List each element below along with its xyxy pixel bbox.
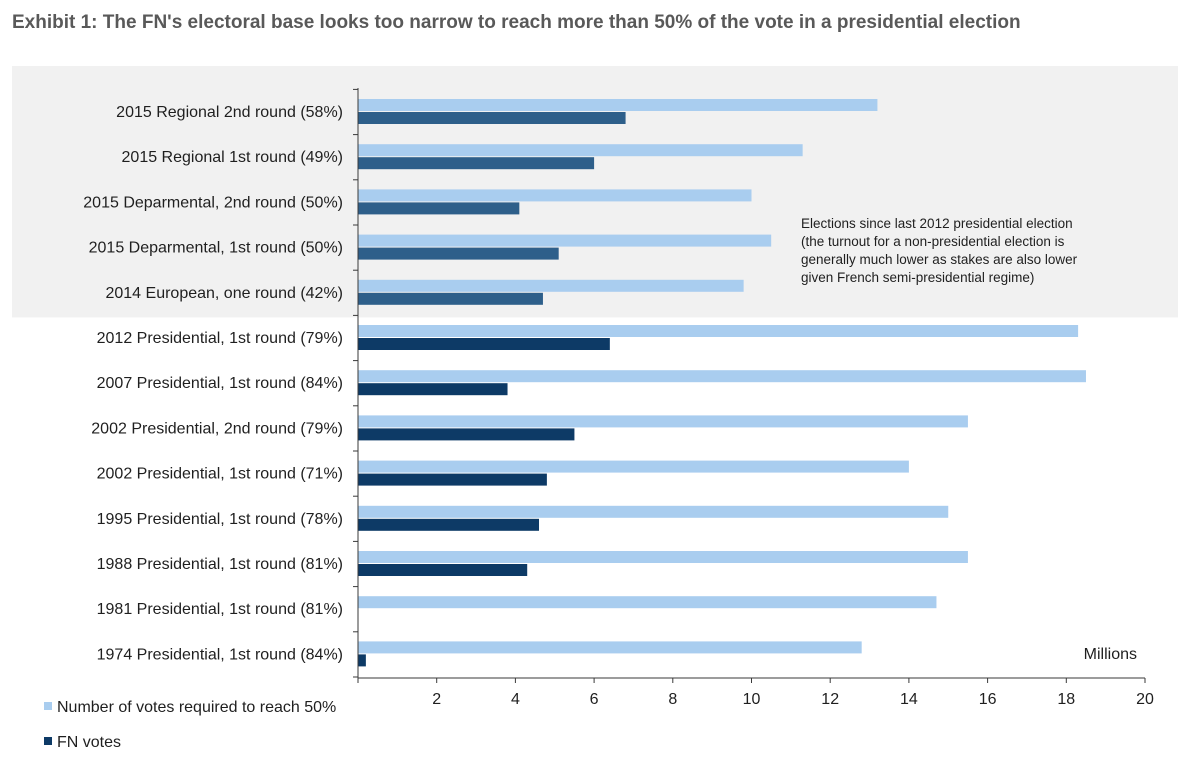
- x-tick-label: 12: [821, 691, 839, 708]
- bar-required-votes: [358, 505, 949, 518]
- bar-fn-votes: [358, 292, 543, 305]
- category-label: 1995 Presidential, 1st round (78%): [97, 511, 343, 528]
- bar-fn-votes: [358, 518, 540, 531]
- legend-swatch-fn: [44, 737, 52, 745]
- category-label: 1988 Presidential, 1st round (81%): [97, 556, 343, 573]
- category-label: 1981 Presidential, 1st round (81%): [97, 601, 343, 618]
- category-label: 2002 Presidential, 2nd round (79%): [91, 420, 343, 437]
- bar-fn-votes: [358, 338, 610, 350]
- bar-required-votes: [358, 415, 968, 428]
- category-label: 2002 Presidential, 1st round (71%): [97, 466, 343, 483]
- category-label: 2014 European, one round (42%): [105, 285, 343, 302]
- annotation-line: Elections since last 2012 presidential e…: [801, 216, 1073, 231]
- category-label: 2015 Deparmental, 2nd round (50%): [83, 194, 343, 211]
- bar-required-votes: [358, 460, 909, 473]
- annotation-line: generally much lower as stakes are also …: [801, 252, 1078, 267]
- bar-fn-votes: [358, 473, 547, 486]
- bar-required-votes: [358, 325, 1079, 337]
- x-axis: 2 4 6 8 10 12 14 16 18 20: [353, 88, 1154, 708]
- legend-label-required: Number of votes required to reach 50%: [57, 699, 336, 716]
- bar-fn-votes: [358, 564, 528, 576]
- bar-required-votes: [358, 279, 744, 292]
- x-tick-label: 20: [1136, 691, 1154, 708]
- bar-required-votes: [358, 144, 803, 157]
- x-tick-label: 16: [979, 691, 997, 708]
- category-label: 2012 Presidential, 1st round (79%): [97, 330, 343, 347]
- category-labels: 2015 Regional 2nd round (58%) 2015 Region…: [83, 104, 343, 663]
- x-tick-label: 8: [668, 691, 677, 708]
- unit-label: Millions: [1084, 646, 1137, 663]
- annotation-line: (the turnout for a non-presidential elec…: [801, 234, 1065, 249]
- bar-fn-votes: [358, 383, 508, 396]
- x-tick-label: 14: [900, 691, 918, 708]
- x-tick-label: 4: [511, 691, 520, 708]
- x-tick-label: 2: [432, 691, 441, 708]
- legend-swatch-required: [44, 702, 52, 710]
- bar-fn-votes: [358, 428, 575, 441]
- legend-label-fn: FN votes: [57, 734, 121, 751]
- bar-fn-votes: [358, 654, 366, 667]
- bar-required-votes: [358, 99, 878, 111]
- x-tick-label: 18: [1057, 691, 1075, 708]
- bar-fn-votes: [358, 157, 595, 170]
- bar-required-votes: [358, 551, 968, 563]
- bar-fn-votes: [358, 202, 520, 215]
- category-label: 1974 Presidential, 1st round (84%): [97, 646, 343, 663]
- bar-fn-votes: [358, 247, 559, 260]
- chart-title: Exhibit 1: The FN's electoral base looks…: [12, 12, 1021, 33]
- bar-required-votes: [358, 370, 1086, 383]
- annotation-note: Elections since last 2012 presidential e…: [801, 216, 1078, 285]
- annotation-line: given French semi-presidential regime): [801, 270, 1034, 285]
- category-label: 2015 Regional 1st round (49%): [122, 149, 343, 166]
- bar-required-votes: [358, 596, 937, 609]
- x-tick-label: 6: [590, 691, 599, 708]
- bar-required-votes: [358, 189, 752, 202]
- bar-required-votes: [358, 641, 862, 654]
- category-label: 2015 Regional 2nd round (58%): [116, 104, 343, 121]
- x-tick-label: 10: [743, 691, 761, 708]
- bars-layer: [358, 99, 1086, 667]
- category-label: 2015 Deparmental, 1st round (50%): [89, 240, 343, 257]
- legend: Number of votes required to reach 50% FN …: [44, 699, 336, 751]
- bar-required-votes: [358, 234, 772, 247]
- category-label: 2007 Presidential, 1st round (84%): [97, 375, 343, 392]
- bar-fn-votes: [358, 112, 626, 124]
